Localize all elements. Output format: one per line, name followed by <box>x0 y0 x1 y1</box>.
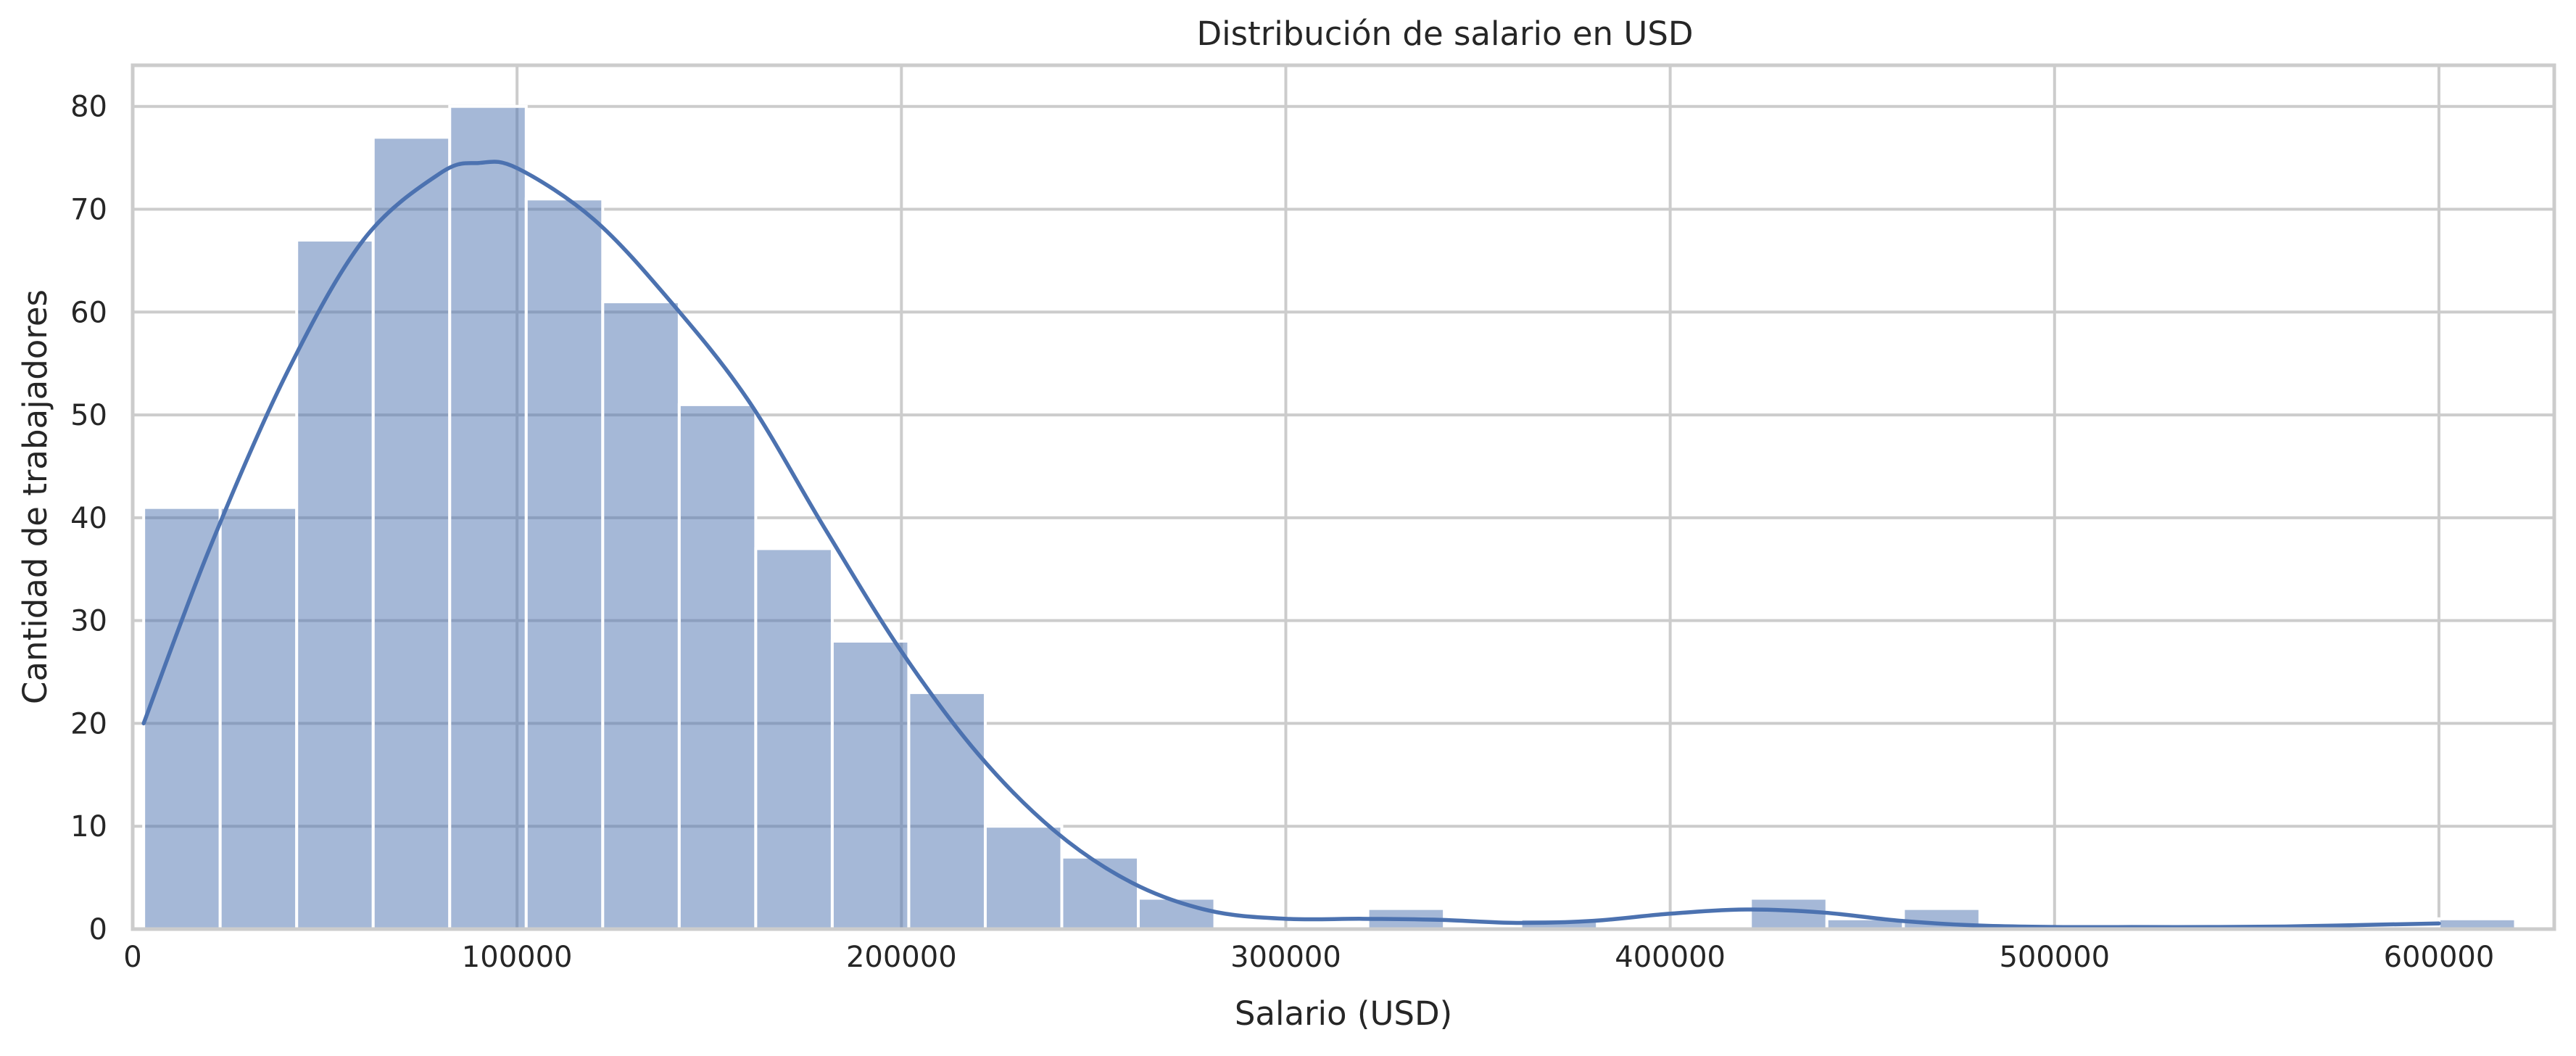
y-tick-label: 30 <box>70 605 107 638</box>
y-axis-ticks: 0 10 20 30 40 50 60 70 80 <box>70 91 107 946</box>
histogram-bar <box>830 640 911 931</box>
histogram-bar <box>524 197 605 931</box>
x-tick-label: 100000 <box>462 941 573 974</box>
y-tick-label: 50 <box>70 399 107 432</box>
kde-curve <box>141 160 2441 930</box>
histogram-bar <box>142 506 222 931</box>
y-tick-label: 0 <box>89 913 107 946</box>
x-tick-label: 400000 <box>1615 941 1726 974</box>
x-tick-label: 0 <box>123 941 141 974</box>
x-axis-ticks: 0 100000 200000 300000 400000 500000 600000 <box>123 941 2494 974</box>
y-tick-label: 40 <box>70 502 107 535</box>
histogram-bar <box>448 104 528 931</box>
kde-curve-group <box>141 160 2441 930</box>
x-tick-label: 500000 <box>1999 941 2110 974</box>
histogram-bar <box>1060 855 1140 931</box>
histogram-bar <box>295 239 375 931</box>
y-tick-label: 70 <box>70 194 107 227</box>
y-tick-label: 10 <box>70 810 107 843</box>
y-tick-label: 20 <box>70 707 107 741</box>
y-tick-label: 80 <box>70 91 107 124</box>
x-tick-label: 200000 <box>846 941 957 974</box>
histogram-bar <box>677 403 758 931</box>
x-axis-label: Salario (USD) <box>1235 994 1452 1033</box>
y-axis-label: Cantidad de trabajadores <box>16 289 54 704</box>
histogram-bar <box>218 506 299 931</box>
chart-title: Distribución de salario en USD <box>1196 15 1693 53</box>
y-tick-label: 60 <box>70 296 107 329</box>
histogram-bar <box>983 825 1064 931</box>
histogram-bar <box>601 300 681 931</box>
histogram-bar <box>907 690 987 931</box>
histogram-bars <box>142 104 2517 931</box>
x-tick-label: 600000 <box>2384 941 2495 974</box>
plot-frame <box>131 63 2556 931</box>
x-tick-label: 300000 <box>1230 941 1341 974</box>
histogram-bar <box>371 136 452 931</box>
histogram-bar <box>754 547 834 931</box>
